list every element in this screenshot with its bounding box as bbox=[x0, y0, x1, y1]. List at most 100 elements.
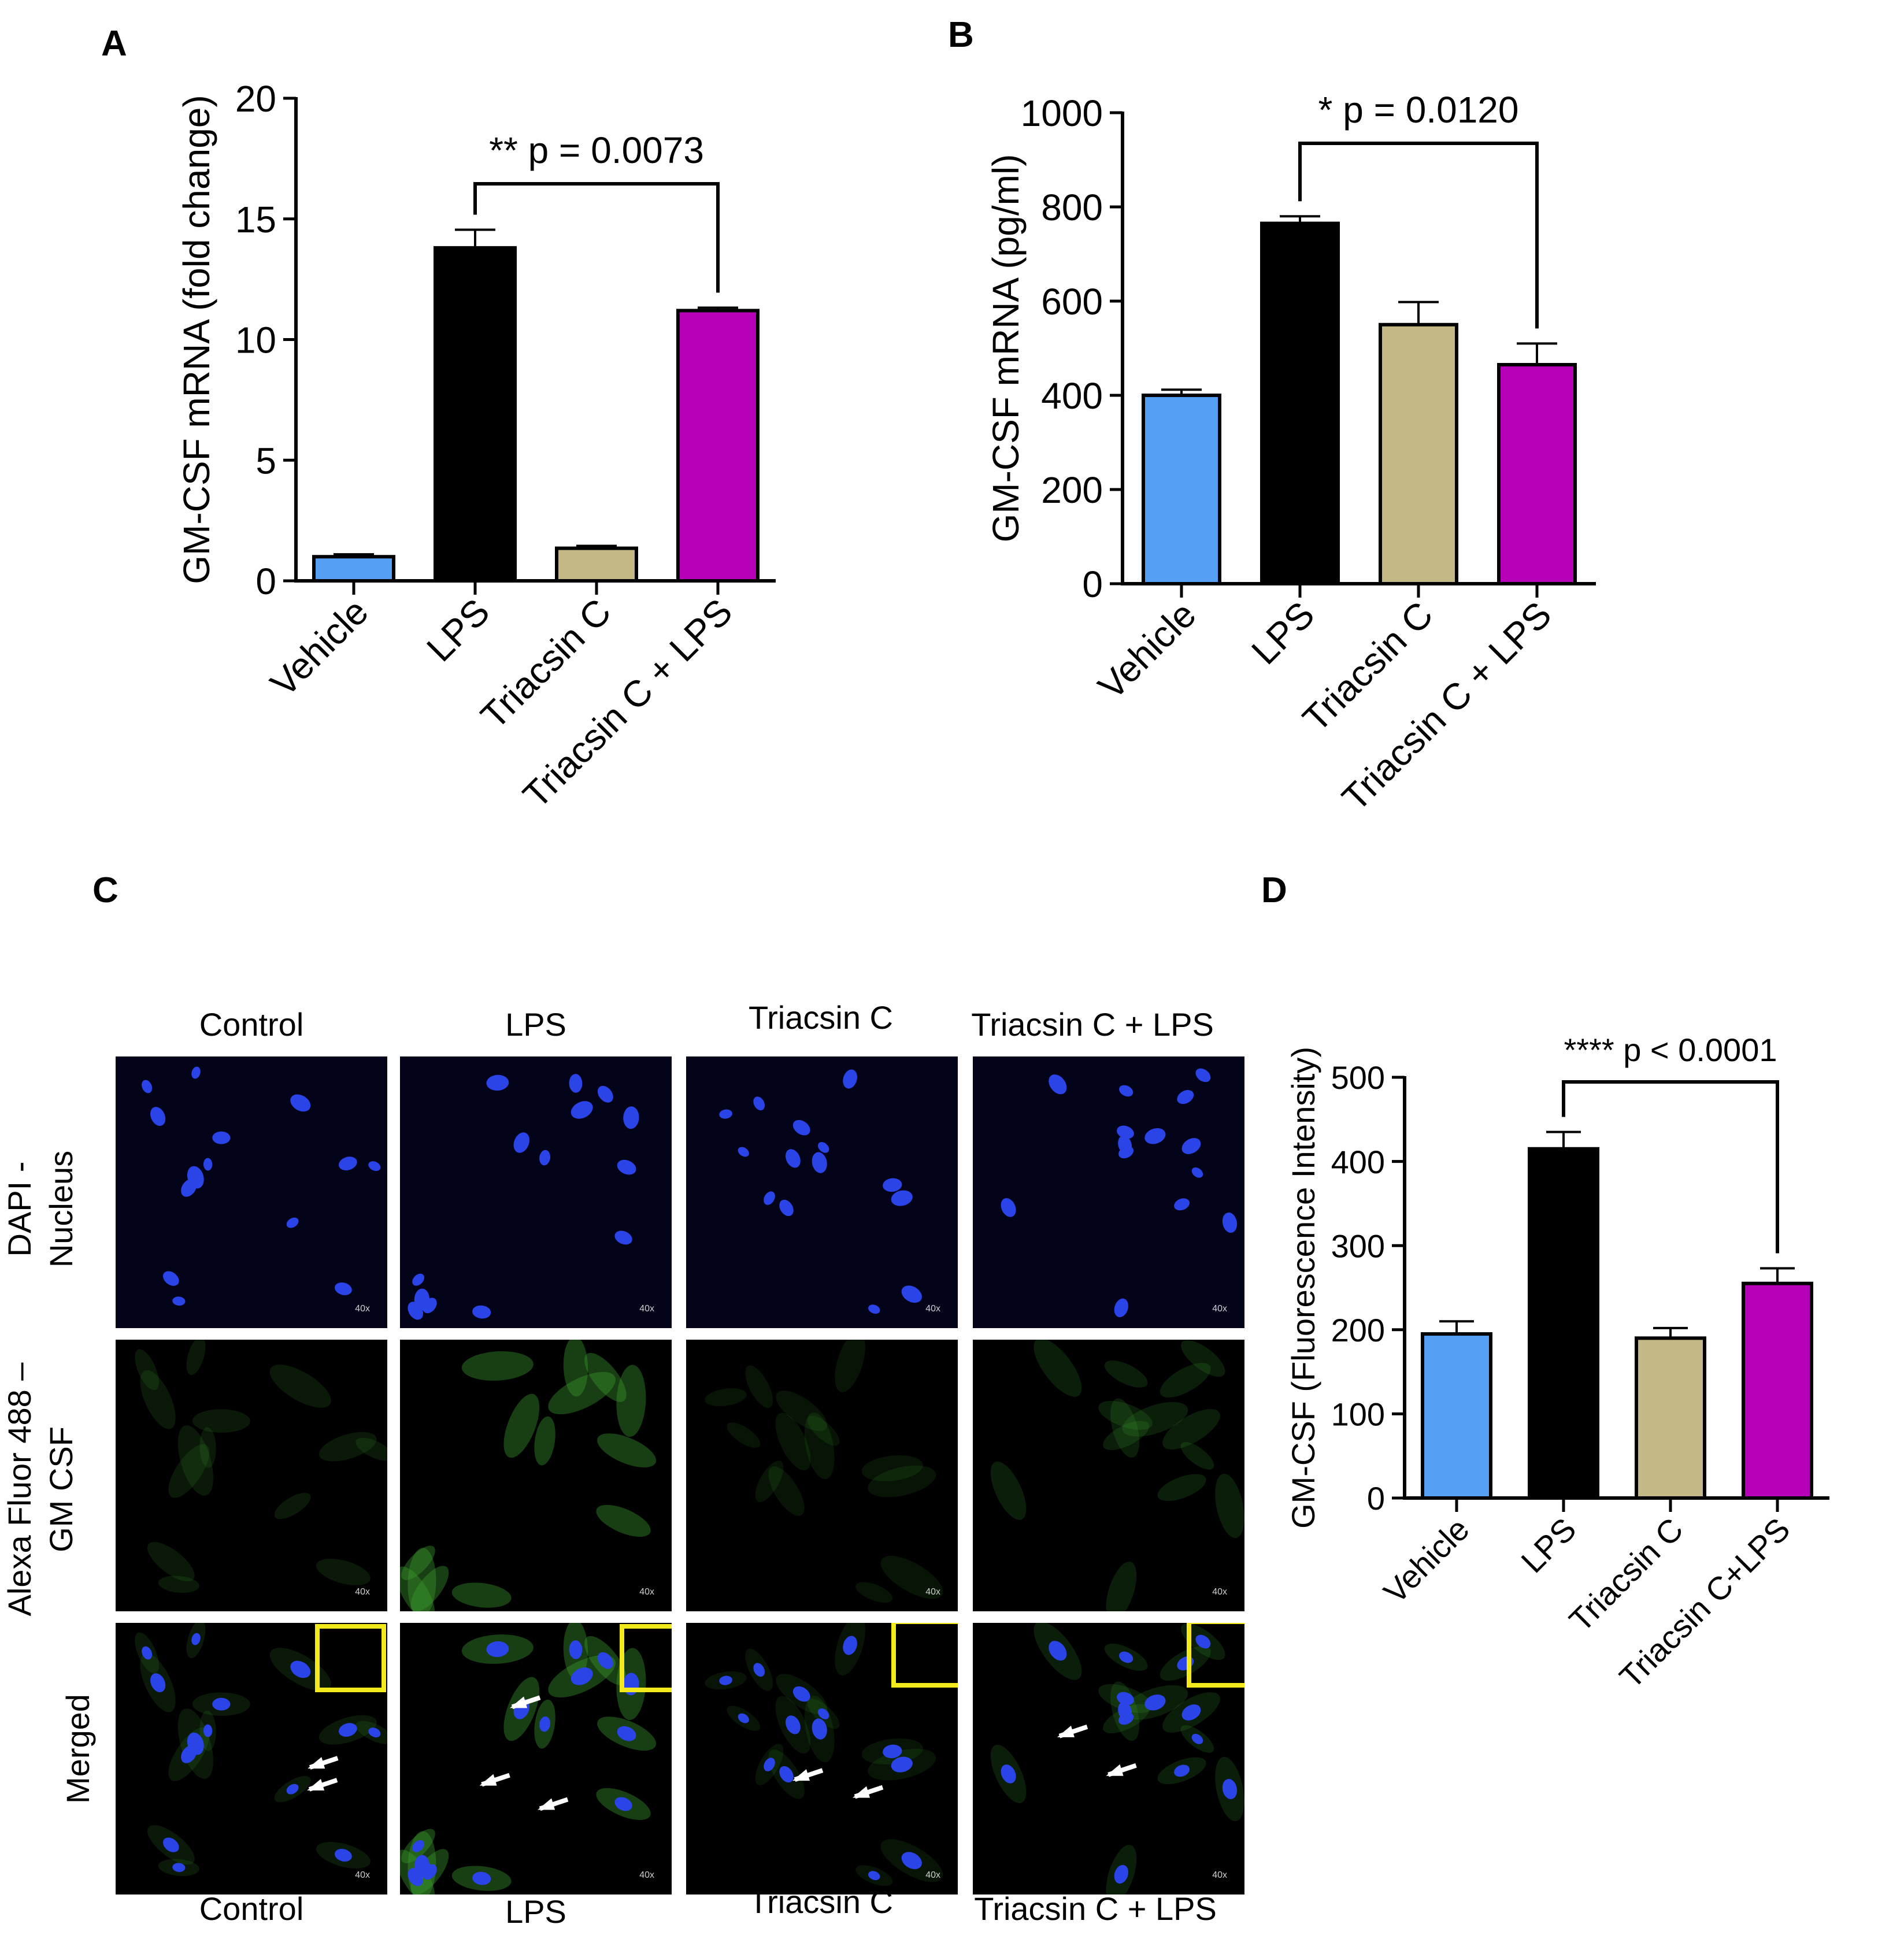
micrograph-dapi-control: 40x bbox=[116, 1056, 387, 1328]
cytoplasm-stain bbox=[316, 1558, 371, 1586]
inset-highlight-box bbox=[315, 1624, 386, 1692]
cytoplasm-stain bbox=[1181, 1340, 1225, 1377]
nucleus-stain bbox=[212, 1131, 231, 1144]
cytoplasm-stain bbox=[807, 1415, 840, 1446]
panel-letter-c: C bbox=[92, 870, 118, 910]
nucleus-stain bbox=[368, 1161, 381, 1171]
micrograph-merged-triacsin-c-lps: 40x bbox=[973, 1623, 1244, 1894]
nucleus-stain bbox=[412, 1840, 425, 1852]
bar bbox=[1635, 1336, 1706, 1500]
significance-bracket bbox=[1298, 142, 1539, 329]
nucleus-stain bbox=[286, 1784, 299, 1795]
column-title-lps: LPS bbox=[505, 1006, 566, 1043]
nucleus-stain bbox=[818, 1708, 829, 1719]
row-label-dapi: DAPI - Nucleus bbox=[0, 1076, 82, 1342]
nucleus-stain bbox=[162, 1837, 179, 1852]
inset-highlight-box bbox=[620, 1624, 672, 1692]
nucleus-stain bbox=[883, 1178, 902, 1192]
cytoplasm-stain bbox=[1162, 1409, 1220, 1449]
micrograph-dapi-triacsin-c-lps: 40x bbox=[973, 1056, 1244, 1328]
cytoplasm-stain bbox=[584, 1352, 627, 1402]
magnification-label: 40x bbox=[639, 1304, 654, 1314]
nucleus-stain bbox=[891, 1756, 913, 1773]
nucleus-stain bbox=[1191, 1167, 1203, 1178]
magnification-label: 40x bbox=[639, 1870, 654, 1880]
nucleus-stain bbox=[792, 1119, 810, 1136]
micrograph-dapi-lps: 40x bbox=[400, 1056, 672, 1328]
nucleus-stain bbox=[719, 1109, 732, 1119]
y-tick-label: 100 bbox=[1331, 1396, 1385, 1433]
nucleus-stain bbox=[486, 1074, 509, 1091]
y-tick-label: 0 bbox=[255, 561, 276, 602]
cytoplasm-stain bbox=[400, 1566, 435, 1611]
magnification-label: 40x bbox=[1212, 1870, 1227, 1880]
cytoplasm-stain bbox=[177, 1425, 213, 1496]
panel-letter-b: B bbox=[948, 15, 974, 55]
column-title-triacsin-c: Triacsin C bbox=[749, 999, 893, 1036]
nucleus-stain bbox=[203, 1158, 213, 1171]
nucleus-stain bbox=[1174, 1198, 1190, 1211]
significance-label: **** p < 0.0001 bbox=[1564, 1032, 1777, 1068]
cytoplasm-stain bbox=[1098, 1400, 1153, 1430]
nucleus-stain bbox=[414, 1855, 430, 1877]
cytoplasm-stain bbox=[168, 1444, 210, 1498]
nucleus-stain bbox=[290, 1094, 311, 1112]
cytoplasm-stain bbox=[855, 1582, 893, 1603]
magnification-label: 40x bbox=[1212, 1587, 1227, 1597]
nucleus-stain bbox=[142, 1646, 153, 1660]
column-footer-control: Control bbox=[199, 1890, 304, 1927]
nucleus-stain bbox=[472, 1871, 491, 1885]
nucleus-stain bbox=[868, 1871, 880, 1881]
nucleus-stain bbox=[617, 1726, 636, 1741]
x-tick-label: Triacsin C + LPS bbox=[515, 591, 740, 816]
bar bbox=[1379, 322, 1458, 585]
cytoplasm-stain bbox=[410, 1566, 449, 1611]
nucleus-stain bbox=[1177, 1090, 1194, 1104]
cytoplasm-stain bbox=[355, 1437, 387, 1461]
row-label-alexa-fluor-line2: GM CSF bbox=[43, 1426, 79, 1552]
nucleus-stain bbox=[1117, 1692, 1134, 1706]
arrow-head-icon bbox=[479, 1774, 497, 1786]
y-axis-label: GM-CSF mRNA (fold change) bbox=[176, 95, 217, 584]
nucleus-stain bbox=[614, 1797, 632, 1811]
cytoplasm-stain bbox=[1215, 1473, 1244, 1538]
nucleus-stain bbox=[1191, 1734, 1203, 1744]
bar bbox=[312, 555, 395, 583]
cytoplasm-stain bbox=[274, 1492, 311, 1519]
cytoplasm-stain bbox=[451, 1582, 512, 1608]
nucleus-stain bbox=[891, 1190, 913, 1206]
y-tick-label: 400 bbox=[1041, 375, 1103, 417]
nucleus-stain bbox=[1144, 1128, 1166, 1144]
cytoplasm-stain bbox=[861, 1455, 923, 1481]
cytoplasm-stain bbox=[990, 1461, 1027, 1520]
cytoplasm-stain bbox=[1104, 1360, 1148, 1388]
nucleus-stain bbox=[753, 1663, 765, 1677]
nucleus-stain bbox=[1222, 1779, 1238, 1800]
magnification-label: 40x bbox=[925, 1587, 940, 1597]
nucleus-stain bbox=[191, 1633, 201, 1645]
y-tick-label: 200 bbox=[1331, 1312, 1385, 1348]
nucleus-stain bbox=[571, 1667, 593, 1685]
arrow-head-icon bbox=[538, 1798, 555, 1810]
nucleus-stain bbox=[150, 1673, 166, 1693]
y-tick-label: 0 bbox=[1082, 563, 1103, 605]
cytoplasm-stain bbox=[1106, 1562, 1137, 1611]
bar bbox=[1421, 1332, 1492, 1500]
cytoplasm-stain bbox=[401, 1545, 435, 1580]
cytoplasm-stain bbox=[1157, 1474, 1206, 1501]
nucleus-stain bbox=[472, 1305, 491, 1319]
bar bbox=[1497, 363, 1577, 585]
nucleus-stain bbox=[286, 1217, 299, 1228]
cytoplasm-stain bbox=[192, 1409, 250, 1433]
nucleus-stain bbox=[1222, 1213, 1238, 1233]
nucleus-stain bbox=[1049, 1641, 1067, 1661]
nucleus-stain bbox=[738, 1713, 749, 1723]
cytoplasm-stain bbox=[140, 1370, 176, 1429]
nucleus-stain bbox=[1049, 1074, 1067, 1095]
cytoplasm-stain bbox=[616, 1365, 646, 1437]
magnification-label: 40x bbox=[639, 1587, 654, 1597]
panel-letter-d: D bbox=[1261, 870, 1287, 910]
nucleus-stain bbox=[614, 1230, 632, 1245]
